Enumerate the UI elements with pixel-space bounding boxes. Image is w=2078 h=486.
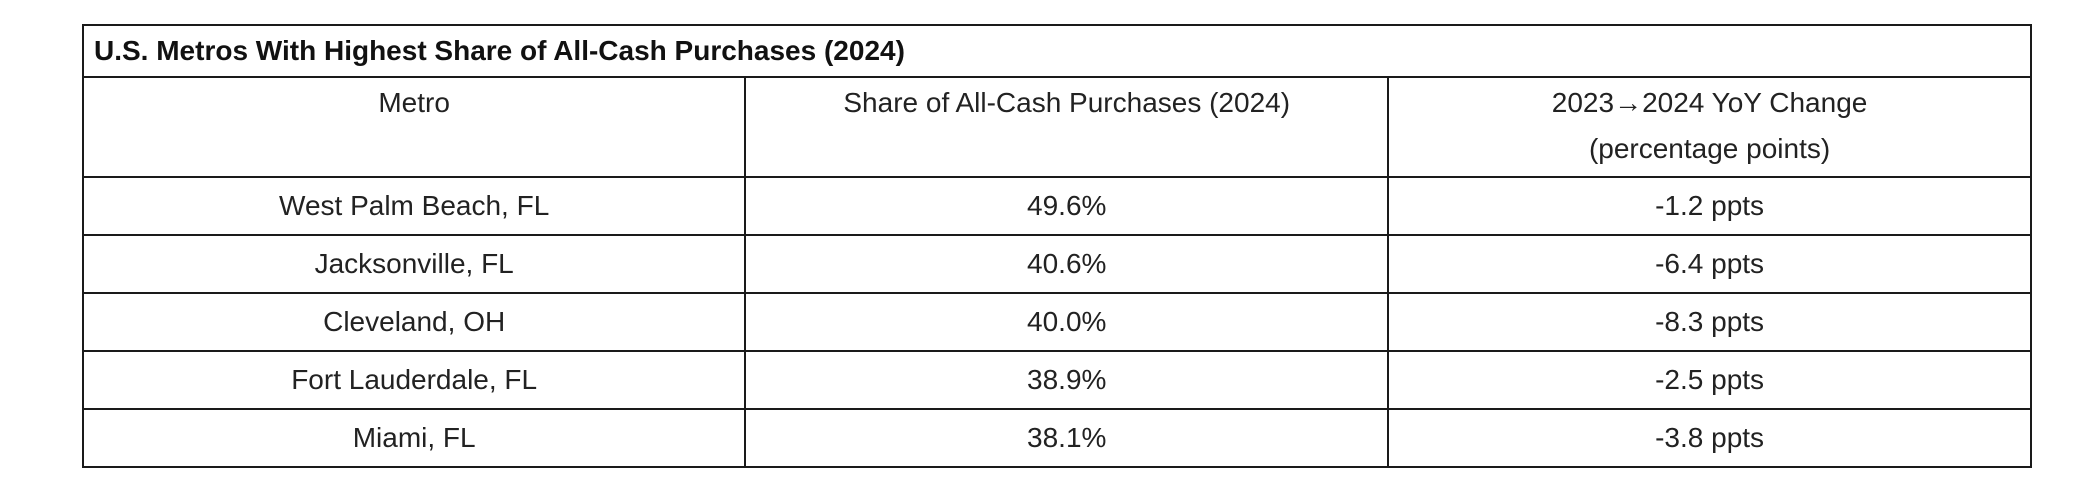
cash-purchases-table-container: U.S. Metros With Highest Share of All-Ca… (81, 24, 2032, 468)
column-header-metro: Metro (81, 76, 747, 178)
column-header-change: 2023→2024 YoY Change (percentage points) (1387, 76, 2032, 178)
share-cell: 38.1% (744, 408, 1390, 468)
column-header-row: Metro Share of All-Cash Purchases (2024)… (81, 76, 2032, 178)
change-cell: -3.8 ppts (1387, 408, 2032, 468)
change-cell: -6.4 ppts (1387, 234, 2032, 294)
column-header-change-line1: 2023→2024 YoY Change (1551, 87, 1868, 118)
metro-cell: Jacksonville, FL (81, 234, 747, 294)
table-title-row: U.S. Metros With Highest Share of All-Ca… (82, 24, 2032, 78)
column-header-change-line2: (percentage points) (1588, 133, 1831, 164)
share-cell: 40.6% (744, 234, 1390, 294)
share-cell: 38.9% (744, 350, 1390, 410)
table-row: Miami, FL 38.1% -3.8 ppts (81, 408, 2032, 468)
metro-cell: Fort Lauderdale, FL (81, 350, 747, 410)
table-row: Fort Lauderdale, FL 38.9% -2.5 ppts (81, 350, 2032, 410)
column-header-share: Share of All-Cash Purchases (2024) (744, 76, 1390, 178)
cash-purchases-table: U.S. Metros With Highest Share of All-Ca… (81, 24, 2032, 468)
metro-cell: West Palm Beach, FL (81, 176, 747, 236)
change-cell: -2.5 ppts (1387, 350, 2032, 410)
table-row: Jacksonville, FL 40.6% -6.4 ppts (81, 234, 2032, 294)
table-row: Cleveland, OH 40.0% -8.3 ppts (81, 292, 2032, 352)
change-cell: -1.2 ppts (1387, 176, 2032, 236)
table-row: West Palm Beach, FL 49.6% -1.2 ppts (81, 176, 2032, 236)
share-cell: 40.0% (744, 292, 1390, 352)
metro-cell: Cleveland, OH (81, 292, 747, 352)
change-cell: -8.3 ppts (1387, 292, 2032, 352)
metro-cell: Miami, FL (81, 408, 747, 468)
share-cell: 49.6% (744, 176, 1390, 236)
table-title: U.S. Metros With Highest Share of All-Ca… (82, 24, 2032, 78)
